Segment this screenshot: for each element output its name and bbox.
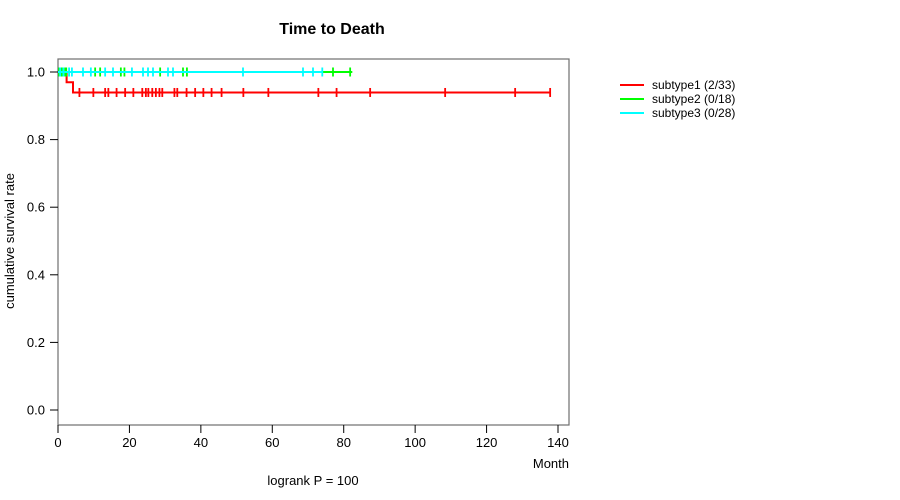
y-axis: 0.0 0.2 0.4 0.6 0.8 1.0 (27, 65, 58, 418)
legend: subtype1 (2/33)subtype2 (0/18)subtype3 (… (620, 78, 735, 120)
x-tick-label: 20 (122, 435, 136, 450)
y-tick-label: 1.0 (27, 65, 45, 80)
y-tick-label: 0.6 (27, 200, 45, 215)
x-tick-label: 60 (265, 435, 279, 450)
x-tick-label: 0 (54, 435, 61, 450)
x-tick-label: 120 (476, 435, 498, 450)
x-tick-label: 100 (404, 435, 426, 450)
y-tick-label: 0.4 (27, 267, 45, 282)
x-tick-label: 80 (336, 435, 350, 450)
x-tick-label: 140 (547, 435, 569, 450)
legend-label: subtype2 (0/18) (652, 92, 735, 106)
y-tick-label: 0.2 (27, 335, 45, 350)
plot-area-border (57, 58, 570, 426)
x-axis-unit-label: Month (533, 456, 569, 471)
legend-label: subtype1 (2/33) (652, 78, 735, 92)
y-tick-label: 0.8 (27, 132, 45, 147)
x-axis: 0 20 40 60 80 100 120 140 (54, 425, 569, 450)
y-tick-label: 0.0 (27, 403, 45, 418)
x-tick-label: 40 (194, 435, 208, 450)
y-axis-label: cumulative survival rate (2, 173, 17, 309)
legend-label: subtype3 (0/28) (652, 106, 735, 120)
logrank-annotation: logrank P = 100 (267, 473, 358, 488)
chart-title: Time to Death (279, 21, 385, 38)
survival-curves (58, 67, 552, 97)
